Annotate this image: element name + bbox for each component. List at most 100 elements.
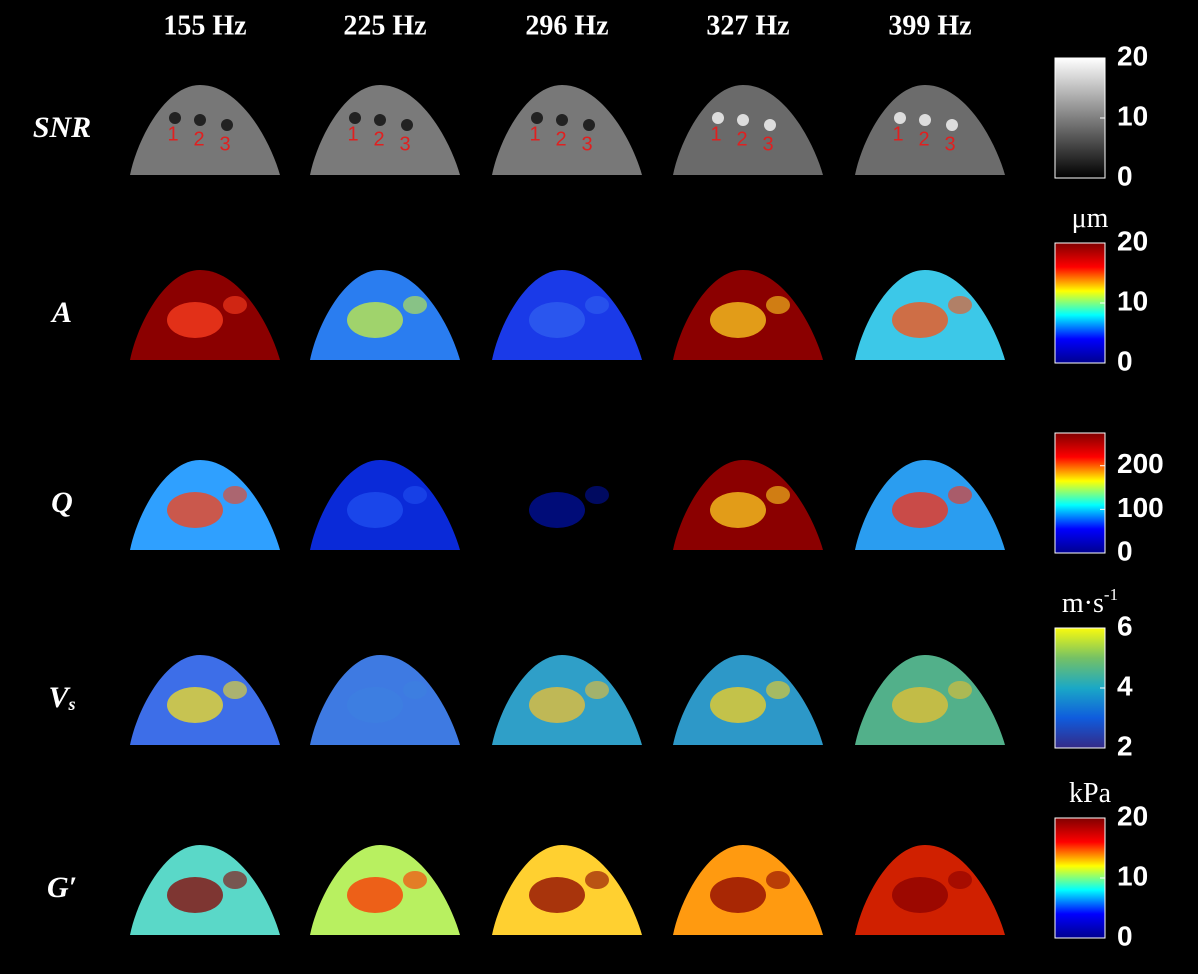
colorbar-tick-label: 0	[1117, 535, 1133, 566]
row-label: A	[50, 296, 72, 329]
colorbar-unit: m·s-1	[1062, 585, 1118, 620]
colorbar-tick-label: 10	[1117, 860, 1148, 891]
map-feature	[710, 492, 766, 528]
map-feature	[529, 687, 585, 723]
map-feature	[223, 486, 247, 504]
column-header: 296 Hz	[525, 10, 608, 41]
inclusion-label: 3	[399, 133, 410, 155]
inclusion-label: 3	[581, 133, 592, 155]
map-feature	[347, 687, 403, 723]
colorbar-tick-label: 2	[1117, 730, 1133, 761]
inclusion-label: 3	[762, 133, 773, 155]
row-label-sub: s	[68, 694, 76, 714]
row-label-base: G′	[47, 871, 77, 904]
map-feature	[529, 492, 585, 528]
colorbar-tick-label: 10	[1117, 100, 1148, 131]
map-feature	[529, 877, 585, 913]
inclusion-label: 1	[167, 123, 178, 145]
inclusion-label: 2	[193, 128, 204, 150]
inclusion	[374, 114, 386, 126]
unit-base: kPa	[1069, 778, 1112, 809]
inclusion	[221, 119, 233, 131]
map-feature	[766, 681, 790, 699]
colorbar	[1054, 627, 1106, 749]
map-image	[130, 85, 280, 175]
map-feature	[948, 296, 972, 314]
inclusion-label: 2	[736, 128, 747, 150]
colorbar-tick-label: 6	[1117, 610, 1133, 641]
map-image	[310, 85, 460, 175]
column-header: 225 Hz	[343, 10, 426, 41]
colorbar	[1054, 817, 1106, 939]
map-image	[673, 85, 823, 175]
column-header: 327 Hz	[706, 10, 789, 41]
map-feature	[167, 492, 223, 528]
map-image	[855, 85, 1005, 175]
colorbar-tick-label: 0	[1117, 345, 1133, 376]
inclusion-label: 1	[892, 123, 903, 145]
map-feature	[892, 687, 948, 723]
row-label-base: V	[48, 681, 71, 714]
colorbar-tick-label: 100	[1117, 492, 1164, 523]
inclusion	[169, 112, 181, 124]
colorbar-unit: kPa	[1069, 778, 1112, 809]
map-feature	[585, 486, 609, 504]
map-feature	[403, 871, 427, 889]
colorbar-tick-label: 4	[1117, 670, 1133, 701]
inclusion-label: 2	[373, 128, 384, 150]
map-feature	[223, 871, 247, 889]
map-feature	[223, 681, 247, 699]
map-feature	[223, 296, 247, 314]
row-label: Vs	[48, 681, 75, 714]
map-feature	[892, 492, 948, 528]
inclusion	[894, 112, 906, 124]
colorbar-tick-label: 20	[1117, 40, 1148, 71]
colorbar-unit: μm	[1072, 203, 1109, 234]
map-feature	[347, 492, 403, 528]
inclusion-label: 2	[555, 128, 566, 150]
inclusion	[583, 119, 595, 131]
inclusion	[712, 112, 724, 124]
map-feature	[347, 877, 403, 913]
map-feature	[766, 871, 790, 889]
inclusion	[764, 119, 776, 131]
map-feature	[585, 681, 609, 699]
map-feature	[403, 296, 427, 314]
inclusion-label: 1	[710, 123, 721, 145]
inclusion-label: 1	[529, 123, 540, 145]
map-feature	[948, 871, 972, 889]
map-feature	[710, 687, 766, 723]
column-header: 155 Hz	[163, 10, 246, 41]
row-label: Q	[51, 486, 73, 519]
map-feature	[892, 877, 948, 913]
inclusion	[919, 114, 931, 126]
inclusion	[556, 114, 568, 126]
row-label-base: Q	[51, 486, 73, 519]
map-feature	[766, 486, 790, 504]
colorbar-tick-label: 0	[1117, 920, 1133, 951]
colorbar	[1054, 432, 1106, 554]
colorbar-tick-label: 10	[1117, 285, 1148, 316]
row-label-base: SNR	[33, 111, 91, 144]
map-feature	[892, 302, 948, 338]
map-feature	[347, 302, 403, 338]
map-feature	[403, 486, 427, 504]
unit-base: μm	[1072, 203, 1109, 234]
unit-sup: -1	[1104, 585, 1118, 604]
inclusion	[531, 112, 543, 124]
colorbar-tick-label: 0	[1117, 160, 1133, 191]
colorbar-tick-label: 20	[1117, 225, 1148, 256]
map-feature	[948, 681, 972, 699]
colorbar-tick-label: 200	[1117, 448, 1164, 479]
row-label: G′	[47, 871, 77, 904]
inclusion	[194, 114, 206, 126]
column-header: 399 Hz	[888, 10, 971, 41]
inclusion	[737, 114, 749, 126]
unit-base: m·s	[1062, 588, 1104, 619]
map-feature	[710, 877, 766, 913]
map-feature	[529, 302, 585, 338]
row-label-base: A	[50, 296, 72, 329]
inclusion	[401, 119, 413, 131]
map-feature	[167, 687, 223, 723]
